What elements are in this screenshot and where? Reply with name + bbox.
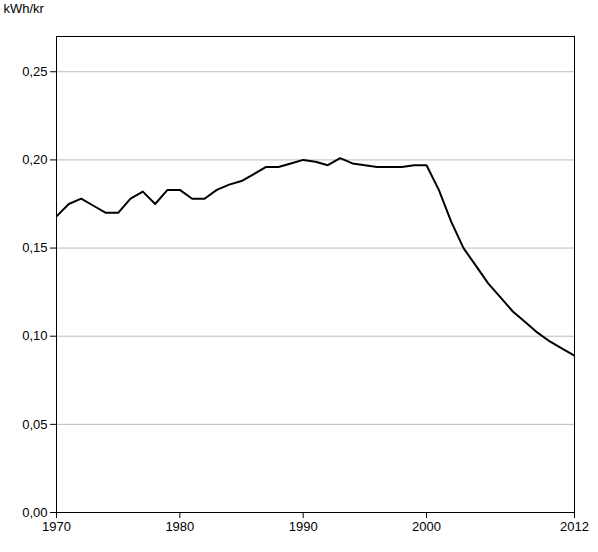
svg-text:0,10: 0,10: [22, 328, 47, 343]
svg-text:kWh/kr: kWh/kr: [4, 1, 45, 16]
svg-text:2000: 2000: [412, 519, 441, 534]
svg-text:2012: 2012: [560, 519, 589, 534]
svg-text:1980: 1980: [165, 519, 194, 534]
svg-text:1970: 1970: [42, 519, 71, 534]
svg-text:1990: 1990: [289, 519, 318, 534]
svg-text:0,05: 0,05: [22, 417, 47, 432]
svg-text:0,00: 0,00: [22, 505, 47, 520]
svg-text:0,15: 0,15: [22, 240, 47, 255]
svg-text:0,20: 0,20: [22, 152, 47, 167]
svg-text:0,25: 0,25: [22, 64, 47, 79]
